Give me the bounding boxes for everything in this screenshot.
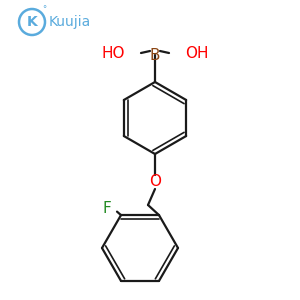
Text: OH: OH [185,46,208,61]
Text: O: O [149,175,161,190]
Text: F: F [103,201,111,216]
Text: Kuujia: Kuujia [49,15,91,29]
Text: B: B [150,47,160,62]
Text: K: K [27,15,38,29]
Text: HO: HO [101,46,125,61]
Text: °: ° [42,5,46,14]
